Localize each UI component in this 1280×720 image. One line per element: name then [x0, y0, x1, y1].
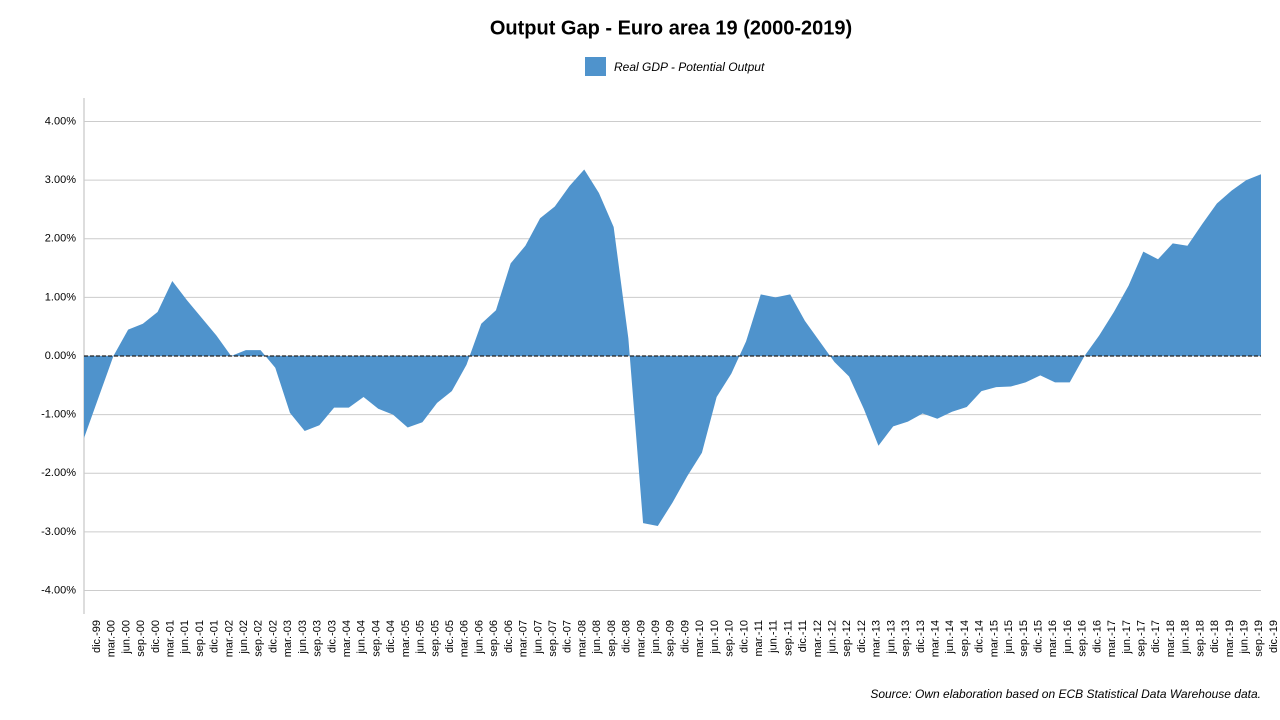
x-tick-label: dic.-18	[1209, 620, 1221, 653]
chart-title: Output Gap - Euro area 19 (2000-2019)	[490, 17, 852, 39]
x-tick-label: jun.-17	[1121, 620, 1133, 655]
x-tick-label: dic.-05	[444, 620, 456, 653]
x-tick-label: jun.-15	[1003, 620, 1015, 655]
x-tick-label: sep.-06	[488, 620, 500, 657]
x-tick-label: sep.-08	[606, 620, 618, 657]
x-tick-label: sep.-09	[665, 620, 677, 657]
x-tick-label: dic.-00	[150, 620, 162, 653]
x-tick-label: dic.-19	[1268, 620, 1280, 653]
x-tick-label: sep.-07	[547, 620, 559, 657]
x-tick-label: jun.-14	[944, 620, 956, 655]
x-tick-label: jun.-18	[1180, 620, 1192, 655]
x-tick-label: mar.-05	[400, 620, 412, 657]
x-tick-label: dic.-14	[974, 620, 986, 653]
y-tick-label: -3.00%	[41, 526, 76, 538]
x-tick-label: mar.-14	[930, 620, 942, 657]
x-tick-label: mar.-19	[1224, 620, 1236, 657]
x-tick-label: jun.-09	[650, 620, 662, 655]
x-tick-label: jun.-16	[1062, 620, 1074, 655]
x-tick-label: jun.-10	[709, 620, 721, 655]
x-tick-label: sep.-15	[1018, 620, 1030, 657]
x-tick-label: mar.-00	[106, 620, 118, 657]
x-tick-label: jun.-11	[768, 620, 780, 654]
x-tick-label: sep.-04	[370, 620, 382, 657]
x-tick-label: dic.-09	[679, 620, 691, 653]
y-tick-label: -1.00%	[41, 409, 76, 421]
x-tick-label: jun.-13	[885, 620, 897, 655]
x-tick-label: mar.-02	[223, 620, 235, 657]
x-tick-label: mar.-15	[988, 620, 1000, 657]
x-tick-label: dic.-15	[1033, 620, 1045, 653]
x-tick-label: sep.-13	[900, 620, 912, 657]
x-tick-label: jun.-19	[1238, 620, 1250, 655]
x-tick-label: sep.-14	[959, 620, 971, 657]
x-tick-label: dic.-17	[1150, 620, 1162, 653]
x-tick-label: mar.-04	[341, 620, 353, 657]
x-tick-label: sep.-19	[1253, 620, 1265, 657]
x-tick-label: dic.-13	[915, 620, 927, 653]
x-tick-label: dic.-12	[856, 620, 868, 653]
x-tick-label: jun.-02	[238, 620, 250, 655]
legend-swatch	[585, 57, 606, 76]
x-tick-label: mar.-10	[694, 620, 706, 657]
y-tick-label: 3.00%	[45, 174, 76, 186]
x-tick-label: dic.-02	[267, 620, 279, 653]
x-tick-label: sep.-02	[253, 620, 265, 657]
x-tick-label: sep.-10	[724, 620, 736, 657]
x-tick-label: sep.-12	[841, 620, 853, 657]
x-tick-label: jun.-07	[532, 620, 544, 655]
x-tick-label: mar.-13	[871, 620, 883, 657]
y-tick-label: 0.00%	[45, 350, 76, 362]
x-tick-label: dic.-03	[326, 620, 338, 653]
x-tick-label: sep.-11	[782, 620, 794, 656]
y-tick-label: -2.00%	[41, 467, 76, 479]
y-tick-label: 4.00%	[45, 115, 76, 127]
x-tick-label: dic.-06	[503, 620, 515, 653]
x-tick-label: mar.-18	[1165, 620, 1177, 657]
x-tick-label: mar.-17	[1106, 620, 1118, 657]
x-tick-label: mar.-01	[164, 620, 176, 657]
legend-label: Real GDP - Potential Output	[614, 60, 765, 74]
x-tick-label: dic.-11	[797, 620, 809, 652]
area	[84, 169, 1261, 527]
y-tick-label: -4.00%	[41, 584, 76, 596]
x-tick-label: sep.-16	[1077, 620, 1089, 657]
x-tick-label: sep.-05	[429, 620, 441, 657]
x-tick-label: sep.-00	[135, 620, 147, 657]
x-tick-label: jun.-12	[827, 620, 839, 655]
source-note: Source: Own elaboration based on ECB Sta…	[870, 687, 1261, 701]
x-tick-label: mar.-08	[576, 620, 588, 657]
x-tick-label: mar.-12	[812, 620, 824, 657]
x-tick-label: mar.-11	[753, 620, 765, 656]
x-tick-label: jun.-04	[356, 620, 368, 655]
x-tick-label: mar.-09	[635, 620, 647, 657]
x-tick-label: dic.-01	[209, 620, 221, 653]
x-tick-label: jun.-08	[591, 620, 603, 655]
x-tick-label: mar.-07	[518, 620, 530, 657]
x-tick-label: sep.-18	[1194, 620, 1206, 657]
x-tick-label: mar.-03	[282, 620, 294, 657]
x-tick-label: sep.-03	[312, 620, 324, 657]
x-tick-label: dic.-07	[562, 620, 574, 653]
x-tick-label: dic.-10	[738, 620, 750, 653]
x-tick-label: mar.-06	[459, 620, 471, 657]
x-tick-label: dic.-16	[1091, 620, 1103, 653]
x-tick-label: jun.-03	[297, 620, 309, 655]
x-tick-label: sep.-17	[1135, 620, 1147, 657]
x-tick-label: jun.-01	[179, 620, 191, 655]
x-tick-label: dic.-08	[621, 620, 633, 653]
x-tick-label: sep.-01	[194, 620, 206, 657]
x-tick-label: mar.-16	[1047, 620, 1059, 657]
x-tick-label: jun.-06	[473, 620, 485, 655]
x-tick-label: jun.-00	[120, 620, 132, 655]
y-tick-label: 2.00%	[45, 233, 76, 245]
x-tick-label: jun.-05	[415, 620, 427, 655]
x-tick-label: dic.-04	[385, 620, 397, 653]
y-tick-label: 1.00%	[45, 291, 76, 303]
x-tick-label: dic.-99	[91, 620, 103, 653]
